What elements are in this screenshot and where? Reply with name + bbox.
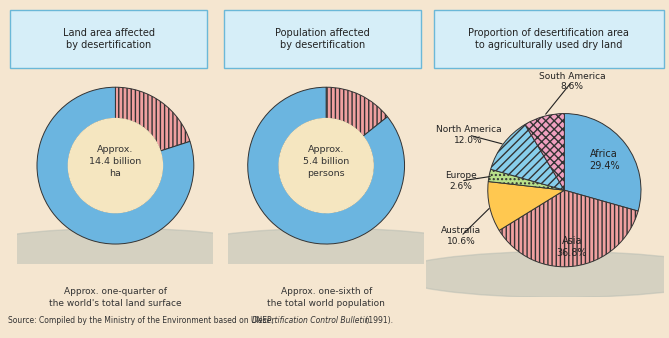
Ellipse shape [393,251,669,297]
Text: Desertification Control Bulletin: Desertification Control Bulletin [252,316,370,325]
Wedge shape [488,169,565,190]
Ellipse shape [178,228,482,271]
Text: North America
12.0%: North America 12.0% [436,125,502,145]
Wedge shape [488,182,565,231]
Circle shape [68,119,163,213]
Text: Europe
2.6%: Europe 2.6% [445,171,477,191]
Text: South America
8.6%: South America 8.6% [539,72,605,91]
Text: Approx.
14.4 billion
ha: Approx. 14.4 billion ha [89,145,142,178]
Text: Land area affected
by desertification: Land area affected by desertification [63,28,155,50]
FancyBboxPatch shape [10,10,207,68]
Text: Approx. one-sixth of
the total world population: Approx. one-sixth of the total world pop… [267,287,385,308]
Text: (1991).: (1991). [363,316,393,325]
Text: Asia
36.8%: Asia 36.8% [557,236,587,258]
Wedge shape [565,114,641,211]
Wedge shape [525,114,565,190]
Wedge shape [490,124,565,190]
Text: Approx.
5.4 billion
persons: Approx. 5.4 billion persons [303,145,349,178]
Text: Population affected
by desertification: Population affected by desertification [276,28,370,50]
Text: Proportion of desertification area
to agriculturally used dry land: Proportion of desertification area to ag… [468,28,630,50]
FancyBboxPatch shape [434,10,664,68]
Circle shape [279,119,373,213]
FancyBboxPatch shape [224,10,421,68]
Text: Approx. one-quarter of
the world's total land surface: Approx. one-quarter of the world's total… [49,287,182,308]
Text: Africa
29.4%: Africa 29.4% [589,149,619,171]
Text: Australia
10.6%: Australia 10.6% [441,226,481,246]
Ellipse shape [0,228,271,271]
Wedge shape [115,87,190,151]
Wedge shape [499,190,638,267]
Wedge shape [37,87,194,244]
Wedge shape [248,87,405,244]
Wedge shape [326,87,387,136]
Text: Source: Compiled by the Ministry of the Environment based on UNEP,: Source: Compiled by the Ministry of the … [8,316,276,325]
